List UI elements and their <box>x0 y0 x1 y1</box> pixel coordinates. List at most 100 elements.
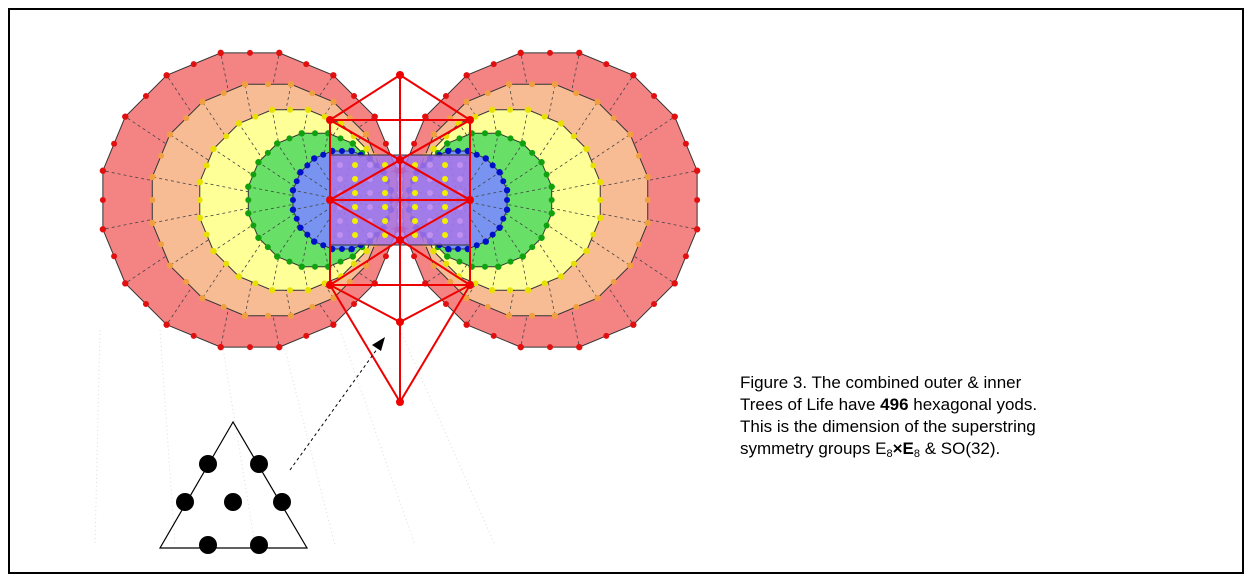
yod <box>352 218 358 224</box>
yod <box>264 244 271 251</box>
yod <box>484 303 491 310</box>
yod <box>548 197 555 203</box>
yod <box>265 312 271 319</box>
yod <box>651 92 658 99</box>
yod <box>350 260 357 267</box>
yod <box>337 218 343 224</box>
yod <box>463 321 470 328</box>
yod <box>496 169 503 176</box>
yod <box>529 149 536 156</box>
yod <box>337 258 344 265</box>
yod <box>412 162 418 168</box>
yod <box>524 287 532 294</box>
yod <box>362 131 370 138</box>
guide-line <box>219 329 256 546</box>
yod <box>551 81 559 88</box>
yod <box>337 135 344 142</box>
yod <box>304 162 311 169</box>
arrow-head <box>372 337 385 351</box>
yod <box>183 115 190 122</box>
yod <box>644 173 651 181</box>
yod <box>352 162 358 168</box>
yod <box>297 169 304 176</box>
caption-bold: ×E <box>892 439 914 458</box>
yod <box>597 178 604 186</box>
yod <box>349 140 356 147</box>
yod <box>671 280 678 287</box>
caption: Figure 3. The combined outer & inner Tre… <box>740 372 1037 460</box>
tree-path <box>399 239 471 286</box>
guide-line <box>159 329 176 546</box>
yod <box>610 115 617 122</box>
yod <box>196 214 203 222</box>
yod <box>303 332 310 339</box>
yod <box>442 204 448 210</box>
yod <box>352 204 358 210</box>
yod <box>203 162 210 169</box>
yod <box>682 253 689 260</box>
yod <box>163 72 170 79</box>
yod <box>287 81 295 88</box>
tree-path <box>329 159 401 201</box>
tree-path <box>399 284 471 403</box>
radial-line <box>484 143 524 201</box>
yod <box>111 253 118 260</box>
yod <box>367 204 373 210</box>
yod <box>298 130 305 137</box>
yod <box>330 321 337 328</box>
yod <box>339 246 345 253</box>
yod <box>265 81 271 88</box>
yod <box>309 303 316 310</box>
tree-path <box>329 199 401 241</box>
yod <box>505 81 513 88</box>
yod <box>445 147 452 155</box>
sephirah <box>396 398 404 406</box>
yod <box>311 155 318 162</box>
caption-text: hexagonal yods. <box>908 395 1038 414</box>
yod <box>190 61 197 68</box>
yod <box>603 61 610 68</box>
tree-path <box>329 284 401 403</box>
yod <box>694 197 701 203</box>
tree-path <box>329 74 401 121</box>
yod <box>490 332 497 339</box>
yod <box>196 197 203 203</box>
yod <box>529 244 536 251</box>
caption-line: Figure 3. The combined outer & inner <box>740 372 1037 394</box>
yod <box>190 332 197 339</box>
yod <box>382 162 388 168</box>
yod <box>517 343 524 351</box>
yod <box>312 263 318 270</box>
sephirah <box>326 281 334 289</box>
yod <box>235 120 243 127</box>
yod <box>203 231 210 238</box>
caption-text: & SO(32). <box>919 439 1001 458</box>
yod <box>597 197 604 203</box>
yod <box>457 218 463 224</box>
yod <box>594 294 601 302</box>
yod <box>286 258 293 265</box>
yod <box>412 176 418 182</box>
yod <box>495 263 502 270</box>
yod <box>367 232 373 238</box>
yod <box>635 241 642 248</box>
yod <box>488 106 496 113</box>
guide-line <box>94 329 101 546</box>
yod <box>268 287 276 294</box>
yod <box>519 253 526 260</box>
yod <box>427 162 433 168</box>
radial-line <box>314 199 329 267</box>
yod <box>363 145 370 153</box>
radial-line <box>484 199 499 267</box>
yod <box>351 301 358 308</box>
yod <box>427 204 433 210</box>
yod <box>626 131 634 138</box>
yod <box>166 131 174 138</box>
yod <box>273 493 291 511</box>
yod <box>363 247 370 255</box>
yod <box>382 253 389 260</box>
radial-line <box>301 199 316 267</box>
yod <box>255 234 262 241</box>
yod <box>473 151 480 158</box>
